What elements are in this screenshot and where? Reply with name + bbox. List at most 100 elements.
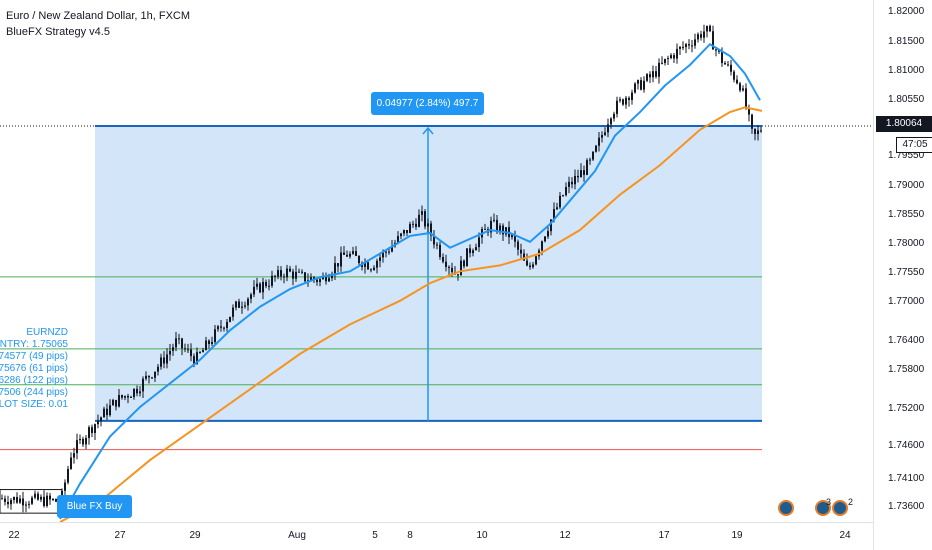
candle-body	[136, 388, 138, 394]
candle-body	[631, 92, 633, 100]
candle-body	[337, 263, 339, 267]
buy-signal-label[interactable]: Blue FX Buy	[57, 495, 132, 518]
candle-body	[340, 252, 342, 267]
candle-body	[280, 270, 282, 277]
candle-body	[4, 498, 6, 502]
candle-body	[385, 251, 387, 253]
candle-body	[178, 338, 180, 340]
x-tick: 12	[559, 530, 571, 541]
candle-body	[721, 51, 723, 64]
candle-body	[163, 357, 165, 364]
candle-body	[484, 228, 486, 230]
candle-body	[91, 427, 93, 433]
candle-body	[628, 97, 630, 100]
candle-body	[103, 408, 105, 418]
measure-label[interactable]: 0.04977 (2.84%) 497.7	[371, 92, 484, 115]
y-tick: 1.74100	[888, 473, 925, 484]
candle-body	[73, 453, 75, 458]
candle-body	[442, 257, 444, 262]
x-tick: 24	[839, 530, 851, 541]
candle-body	[751, 114, 753, 129]
economic-event-icon[interactable]	[815, 500, 831, 516]
candle-body	[121, 395, 123, 398]
candle-body	[259, 283, 261, 293]
candle-body	[52, 498, 54, 500]
candle-body	[169, 350, 171, 355]
candle-body	[652, 71, 654, 78]
candle-body	[607, 124, 609, 133]
candle-body	[589, 159, 591, 161]
candle-body	[205, 340, 207, 351]
y-tick: 1.81000	[888, 65, 925, 76]
candle-body	[208, 340, 210, 344]
ema-slow-line	[59, 106, 763, 523]
candle-body	[319, 279, 321, 283]
candle-body	[715, 49, 717, 51]
candle-body	[736, 79, 738, 84]
candle-body	[64, 482, 66, 491]
candle-body	[583, 170, 585, 175]
candle-body	[469, 248, 471, 254]
y-tick: 1.79550	[888, 150, 925, 161]
candle-body	[742, 88, 744, 91]
candle-body	[382, 251, 384, 258]
candle-body	[655, 71, 657, 77]
candle-body	[388, 251, 390, 253]
candle-body	[685, 44, 687, 48]
candle-body	[265, 281, 267, 287]
candle-body	[283, 276, 285, 278]
candle-body	[292, 271, 294, 279]
candle-body	[226, 321, 228, 329]
candle-body	[427, 223, 429, 227]
candle-body	[193, 356, 195, 364]
time-axis-separator	[0, 522, 873, 523]
candle-body	[733, 71, 735, 80]
candle-body	[679, 46, 681, 49]
candle-body	[592, 151, 594, 160]
candle-body	[352, 251, 354, 254]
indicator-title[interactable]: BlueFX Strategy v4.5	[6, 26, 110, 38]
economic-event-icon[interactable]	[778, 500, 794, 516]
candle-body	[676, 48, 678, 59]
x-tick: 17	[658, 530, 670, 541]
candle-body	[562, 195, 564, 197]
info-sl: : 1.74577 (49 pips)	[0, 351, 68, 362]
candle-body	[358, 255, 360, 264]
candle-body	[175, 338, 177, 348]
candle-body	[139, 391, 141, 394]
price-axis-separator	[873, 0, 874, 550]
y-tick: 1.77000	[888, 296, 925, 307]
candle-body	[433, 235, 435, 245]
candle-body	[304, 272, 306, 282]
candle-body	[199, 352, 201, 354]
candle-body	[673, 55, 675, 59]
info-tp3: 1.77506 (244 pips)	[0, 387, 68, 398]
candle-body	[1, 498, 3, 500]
candle-body	[334, 263, 336, 274]
candle-body	[520, 249, 522, 254]
candle-body	[700, 34, 702, 38]
symbol-title[interactable]: Euro / New Zealand Dollar, 1h, FXCM	[6, 10, 191, 22]
candle-body	[613, 113, 615, 119]
candle-body	[460, 260, 462, 276]
candle-body	[502, 225, 504, 235]
candle-body	[418, 214, 420, 227]
candle-body	[550, 219, 552, 232]
candle-body	[364, 262, 366, 267]
candle-body	[298, 271, 300, 273]
candle-body	[244, 305, 246, 307]
candle-body	[754, 128, 756, 134]
y-tick: 1.79000	[888, 180, 925, 191]
last-price-tag: 1.80064	[876, 116, 932, 132]
y-tick: 1.77550	[888, 267, 925, 278]
economic-event-icon[interactable]	[832, 500, 848, 516]
candle-body	[217, 326, 219, 330]
candle-body	[331, 273, 333, 279]
candle-body	[253, 286, 255, 295]
candle-body	[76, 440, 78, 454]
candle-body	[415, 223, 417, 227]
candle-body	[565, 186, 567, 196]
candle-body	[106, 408, 108, 416]
candle-body	[286, 268, 288, 278]
